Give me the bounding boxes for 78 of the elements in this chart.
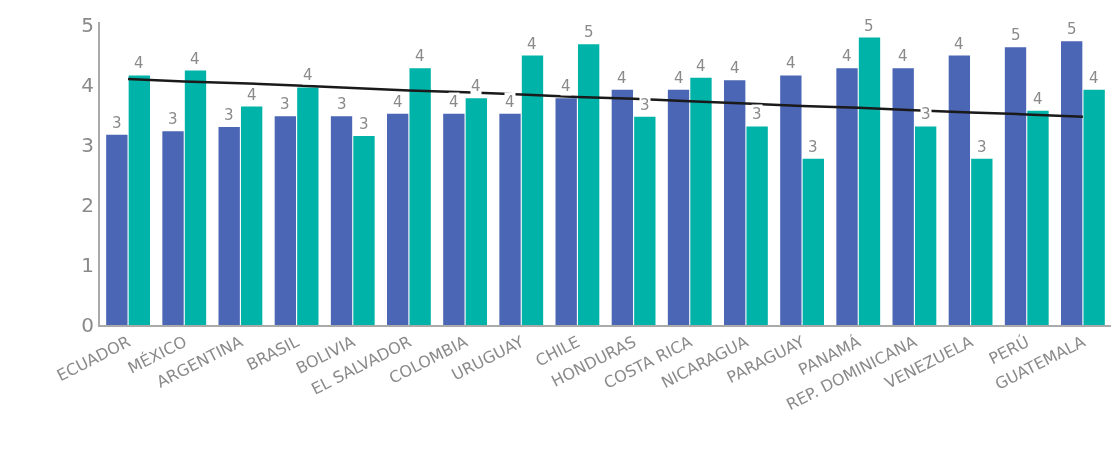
data-label: 4: [1089, 69, 1099, 87]
y-tick-label: 0: [81, 313, 94, 337]
bar: [297, 87, 319, 325]
data-label: 3: [808, 138, 818, 156]
data-label: 3: [752, 105, 762, 123]
data-label: 4: [954, 35, 964, 53]
data-label: 4: [617, 69, 627, 87]
data-label: 5: [864, 17, 874, 35]
bar: [1004, 47, 1027, 325]
bar: [746, 126, 768, 325]
bar: [128, 75, 150, 325]
data-label: 4: [449, 93, 459, 111]
bar: [780, 75, 802, 325]
data-label: 3: [977, 138, 987, 156]
bar: [724, 80, 746, 325]
bar: [971, 158, 993, 325]
y-tick-label: 5: [81, 13, 94, 37]
bar: [611, 89, 634, 325]
bar: [555, 98, 577, 325]
bar: [184, 70, 207, 325]
bar: [690, 77, 712, 325]
bar: [634, 116, 656, 325]
bar: [892, 68, 914, 325]
data-label: 4: [527, 35, 537, 53]
data-label: 5: [584, 23, 594, 41]
bar: [1083, 89, 1105, 325]
bar: [274, 116, 297, 325]
data-label: 4: [561, 77, 571, 95]
bar: [858, 37, 881, 325]
y-tick-label: 2: [81, 193, 94, 217]
bar: [914, 126, 937, 325]
data-label: 3: [337, 95, 347, 113]
data-label: 4: [730, 59, 740, 77]
data-label: 4: [696, 57, 706, 75]
data-label: 3: [280, 95, 290, 113]
bar: [443, 113, 465, 325]
bar: [948, 55, 971, 325]
data-label: 4: [842, 47, 852, 65]
data-label: 4: [303, 66, 313, 84]
data-label: 3: [359, 115, 369, 133]
y-tick-label: 4: [81, 73, 94, 97]
data-label: 4: [471, 77, 481, 95]
y-tick-label: 1: [81, 253, 94, 277]
bar: [499, 113, 521, 325]
bar: [521, 55, 544, 325]
bar: [387, 113, 409, 325]
data-label: 4: [134, 54, 144, 72]
bar: [240, 106, 263, 325]
y-tick-label: 3: [81, 133, 94, 157]
data-label: 4: [786, 54, 796, 72]
data-label: 3: [921, 105, 931, 123]
data-label: 4: [393, 93, 403, 111]
data-label: 4: [674, 69, 684, 87]
data-label: 3: [112, 114, 122, 132]
bar: [465, 98, 487, 325]
bar: [802, 158, 824, 325]
data-label: 5: [1067, 20, 1077, 38]
data-label: 4: [415, 47, 425, 65]
bar: [409, 68, 431, 325]
bar: [162, 131, 184, 325]
data-label: 4: [190, 50, 200, 68]
data-label: 3: [640, 96, 650, 114]
data-label: 5: [1011, 26, 1021, 44]
bar: [106, 134, 128, 325]
data-label: 3: [224, 106, 234, 124]
data-label: 4: [1033, 90, 1043, 108]
bar: [667, 89, 690, 325]
data-label: 3: [168, 110, 178, 128]
data-label: 4: [898, 47, 908, 65]
bar: [1061, 41, 1083, 325]
bar: [577, 44, 600, 325]
bar: [1027, 110, 1049, 325]
bar: [330, 116, 353, 325]
data-label: 4: [247, 86, 257, 104]
data-label: 4: [505, 93, 515, 111]
bar: [218, 127, 240, 325]
bar: [836, 68, 858, 325]
bar: [353, 136, 375, 325]
